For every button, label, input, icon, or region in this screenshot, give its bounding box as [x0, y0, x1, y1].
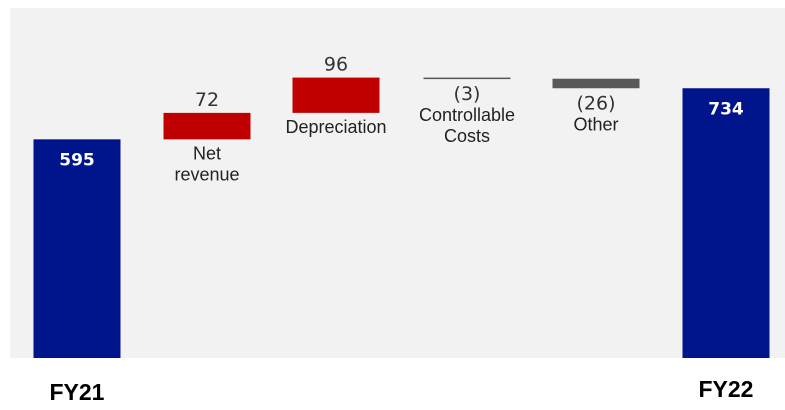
delta-bar-2: [292, 77, 380, 113]
category-label-3: Costs: [444, 126, 490, 146]
bar-value-label-2: 96: [324, 54, 348, 76]
total-bar-0: [33, 139, 121, 358]
category-label-1: Net: [193, 143, 221, 163]
delta-bar-4: [552, 78, 640, 89]
category-label-3: Controllable: [419, 105, 515, 125]
period-label-5: FY22: [699, 376, 754, 402]
delta-bar-3: [423, 77, 511, 80]
bar-value-label-3: (3): [454, 83, 481, 105]
bar-value-label-1: 72: [195, 89, 219, 111]
total-bar-5: [682, 88, 770, 358]
category-label-1: revenue: [174, 164, 239, 184]
period-label-0: FY21: [50, 379, 105, 405]
category-label-4: Other: [573, 114, 618, 134]
plot-background: [10, 8, 785, 358]
bar-value-label-4: (26): [576, 92, 615, 114]
category-label-2: Depreciation: [285, 117, 386, 137]
bar-value-label-0: 595: [59, 150, 95, 170]
bar-value-label-5: 734: [708, 99, 744, 119]
delta-bar-1: [163, 112, 251, 140]
